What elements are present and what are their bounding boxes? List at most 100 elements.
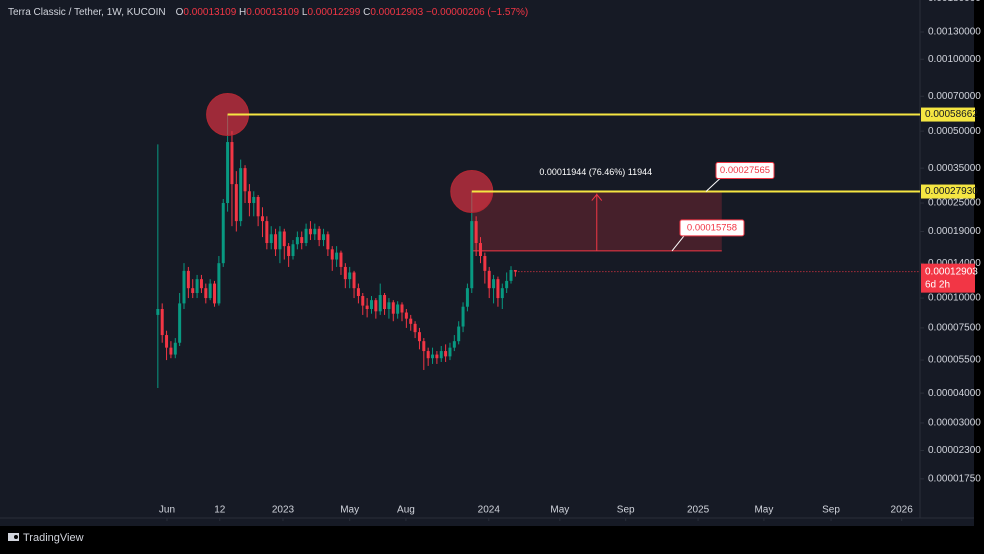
x-tick-label: 2023 [272,505,295,516]
y-tick-label: 0.00007500 [928,323,981,334]
y-tick-label: 0.00050000 [928,126,981,137]
candle-body [461,306,465,327]
candle-body [339,252,343,267]
candle-body [391,302,395,314]
header-key: C [363,7,370,18]
header-key: O [176,7,184,18]
candle-body [165,335,169,348]
y-tick-label: 0.00130000 [928,27,981,38]
candle-body [195,279,199,294]
y-tick-label: 0.00035000 [928,163,981,174]
logo-mark [8,533,19,541]
candle-body [470,221,474,289]
candle-body [217,263,221,304]
candle-body [287,246,291,257]
header-value: 0.00013109 [183,7,236,18]
callout-box [679,219,745,237]
candle-body [199,279,203,289]
callout-leader [705,178,721,192]
candle-body [483,256,487,271]
level-tag [921,107,975,122]
header-value: 0.00013109 [246,7,299,18]
y-tick-label: 0.00070000 [928,91,981,102]
callout-label: 0.00015758 [687,222,737,233]
candle-body [178,303,182,343]
candle-body [492,279,496,289]
candle-body [208,283,212,299]
x-tick-label: May [550,505,569,516]
x-tick-label: Aug [397,505,415,516]
candle-body [234,184,238,222]
candle-body [474,221,478,244]
measure-label: 0.00011944 (76.46%) 11944 [539,167,652,177]
candle-body [378,295,382,312]
header-key: L [302,7,308,18]
candle-body [304,228,308,244]
y-tick-label: 0.00019000 [928,226,981,237]
candle-body [387,302,391,309]
candle-body [295,237,299,245]
candle-body [457,326,461,342]
candle-body [465,288,469,307]
candle-body [487,270,491,289]
candle-body [239,168,243,222]
candle-body [260,216,264,222]
candle-body [335,252,339,260]
candle-body [404,312,408,319]
candle-body [400,304,404,313]
candle-body [204,288,208,299]
candle-body [169,347,173,355]
x-tick-label: Sep [617,505,635,516]
candle-body [252,196,256,204]
candle-body [383,295,387,309]
header-value: 0.00012903 [370,7,423,18]
x-tick-label: 12 [214,505,226,516]
candle-body [500,288,504,299]
logo [8,533,19,541]
candle-body [156,308,160,315]
candle-body [496,279,500,299]
candle-body [343,266,347,280]
candle-body [221,203,225,264]
frame-right [974,0,984,554]
y-tick-label: 0.00004000 [928,388,981,399]
callout-label: 0.00027565 [720,165,770,176]
candle-body [247,191,251,204]
y-tick-label: 0.00005500 [928,355,981,366]
x-tick-label: 2024 [478,505,501,516]
x-tick-label: 2026 [891,505,914,516]
candle-body [322,234,326,241]
candle-body [230,142,234,185]
candle-body [448,347,452,357]
candle-body [505,280,509,289]
candle-body [265,221,269,244]
candle-body [439,351,443,359]
candle-body [278,231,282,250]
x-tick-label: May [340,505,359,516]
candle-body [409,318,413,324]
header-change: −0.00000206 (−1.57%) [426,7,528,18]
level-label: 0.00027930 [925,186,978,197]
last-price-tag [921,263,975,293]
logo-dot [14,535,18,539]
candle-body [478,243,482,257]
y-tick-label: 0.00180000 [928,0,981,4]
y-tick-label: 0.00025000 [928,198,981,209]
candle-body [226,142,230,204]
frame-bottom [0,526,984,554]
candle-body [396,304,400,314]
countdown: 6d 2h [925,279,950,290]
candle-body [435,354,439,359]
candle-body [173,342,177,355]
x-tick-label: Sep [822,505,840,516]
candle-body [348,272,352,280]
candle-body [444,351,448,357]
candle-body [160,308,164,336]
candle-body [191,288,195,294]
candle-body [213,283,217,304]
candle-body [417,332,421,342]
level-label: 0.00058662 [925,109,978,120]
